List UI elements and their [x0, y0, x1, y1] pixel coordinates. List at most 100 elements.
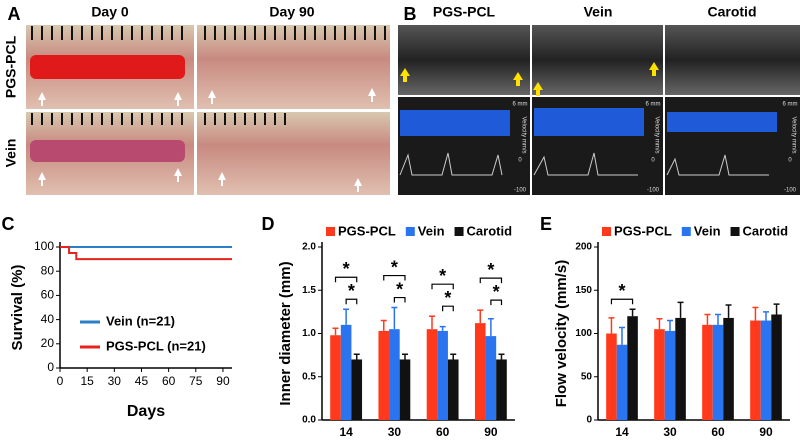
- x-tick-label: 90: [216, 374, 230, 388]
- doppler-label: -100: [647, 188, 660, 194]
- bar: [712, 324, 724, 420]
- error-bar: [450, 353, 457, 360]
- survival-line: [60, 246, 232, 261]
- bar: [675, 317, 686, 420]
- error-bar: [752, 306, 759, 321]
- y-tick-label: 1.5: [302, 285, 316, 296]
- photo: [197, 25, 390, 109]
- y-tick-label: 0: [47, 360, 54, 374]
- x-tick-label: 60: [162, 374, 176, 388]
- y-tick-label: 40: [41, 312, 55, 326]
- legend-swatch: [405, 227, 415, 236]
- x-tick-label: 45: [135, 374, 149, 388]
- significance-star: *: [444, 288, 451, 308]
- y-tick-label: 100: [575, 328, 592, 339]
- arrows: [38, 88, 376, 192]
- bar: [616, 344, 628, 420]
- ultrasound: [532, 25, 663, 95]
- bar: [426, 329, 438, 420]
- bar: [474, 323, 486, 420]
- panel-label: B: [404, 4, 417, 24]
- bar: [447, 359, 459, 420]
- x-tick-label: 14: [615, 425, 629, 439]
- error-bar: [667, 319, 673, 331]
- legend-label: Vein: [418, 223, 445, 238]
- bar: [750, 320, 761, 420]
- x-tick-label: 60: [436, 425, 450, 439]
- x-tick-label: 90: [759, 425, 773, 439]
- x-tick-label: 14: [339, 425, 353, 439]
- bar: [340, 324, 352, 420]
- error-bar: [629, 308, 636, 317]
- graft: [30, 140, 185, 162]
- bar: [330, 335, 341, 420]
- error-bar: [332, 327, 339, 336]
- x-axis-label: Days: [127, 403, 165, 420]
- y-tick-label: 100: [34, 239, 54, 253]
- bar: [702, 324, 713, 420]
- flow: [400, 110, 510, 136]
- graft: [30, 55, 185, 79]
- legend-label: PGS-PCL (n=21): [106, 338, 206, 353]
- doppler-label: -100: [514, 188, 527, 194]
- bar: [760, 320, 772, 420]
- bar: [627, 316, 638, 420]
- column-label: Day 90: [269, 4, 314, 20]
- x-tick-label: 30: [388, 425, 402, 439]
- doppler: [665, 97, 800, 195]
- bar: [606, 333, 617, 420]
- legend-swatch: [326, 227, 335, 236]
- error-bar: [353, 353, 360, 360]
- error-bar: [763, 311, 769, 321]
- legend-label: PGS-PCL: [614, 223, 672, 238]
- bar: [496, 359, 507, 420]
- row-label: Vein: [3, 139, 19, 168]
- bar: [771, 314, 782, 420]
- legend-label: Vein (n=21): [106, 313, 175, 328]
- legend-label: Carotid: [467, 223, 513, 238]
- waveform: [399, 152, 769, 176]
- error-bar: [704, 313, 711, 325]
- x-tick-label: 30: [108, 374, 122, 388]
- y-tick-label: 60: [41, 288, 55, 302]
- y-tick-label: 1.0: [302, 328, 316, 339]
- error-bar: [429, 315, 436, 330]
- significance-star: *: [493, 282, 500, 302]
- x-tick-label: 75: [189, 374, 203, 388]
- column-label: Carotid: [708, 4, 757, 20]
- significance-star: *: [343, 259, 350, 279]
- significance-star: *: [439, 266, 446, 286]
- column-label: Vein: [584, 4, 613, 20]
- significance-bracket: [490, 299, 503, 306]
- panel-label: C: [2, 214, 15, 234]
- bar: [389, 329, 400, 420]
- doppler-label: 6 mm: [783, 102, 798, 108]
- column-label: PGS-PCL: [433, 4, 496, 20]
- row-label: PGS-PCL: [3, 35, 19, 98]
- bar: [378, 330, 390, 420]
- doppler-label: -100: [784, 188, 797, 194]
- legend-label: Vein: [694, 223, 721, 238]
- bar: [437, 330, 448, 420]
- x-tick-label: 60: [711, 425, 725, 439]
- y-tick-label: 200: [575, 242, 592, 253]
- y-tick-label: 0.0: [302, 415, 316, 426]
- legend-label: Carotid: [743, 223, 789, 238]
- error-bar: [380, 319, 387, 331]
- error-bar: [773, 303, 780, 315]
- ultrasound: [665, 25, 800, 95]
- panel-label: E: [540, 214, 552, 234]
- significance-bracket: [431, 283, 454, 290]
- doppler-label: Velocity mm/s: [790, 116, 796, 153]
- legend-swatch: [454, 227, 464, 236]
- legend-label: PGS-PCL: [338, 223, 396, 238]
- doppler-label: 6 mm: [513, 102, 528, 108]
- legend-swatch: [602, 227, 611, 236]
- doppler-label: 0: [788, 158, 792, 164]
- y-tick-label: 2.0: [302, 242, 316, 253]
- error-bar: [439, 325, 446, 331]
- error-bar: [343, 308, 350, 325]
- x-tick-label: 90: [484, 425, 498, 439]
- significance-star: *: [487, 260, 494, 280]
